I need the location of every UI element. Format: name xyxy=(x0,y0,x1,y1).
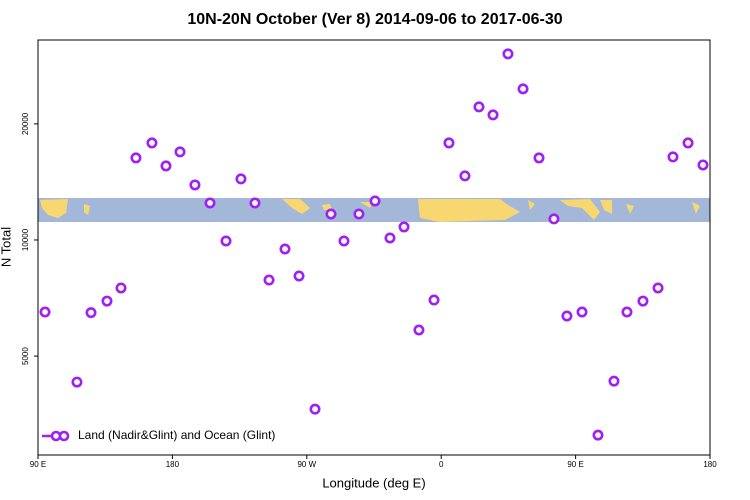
point xyxy=(353,208,365,220)
point xyxy=(621,306,633,318)
point xyxy=(652,282,664,294)
point xyxy=(189,179,201,191)
point xyxy=(697,159,709,171)
legend-marker xyxy=(58,430,70,442)
x-tick-label: 90 W xyxy=(297,460,316,469)
point xyxy=(502,48,514,60)
point xyxy=(667,151,679,163)
legend-label: Land (Nadir&Glint) and Ocean (Glint) xyxy=(78,428,275,442)
point xyxy=(517,83,529,95)
point xyxy=(293,270,305,282)
point xyxy=(115,282,127,294)
point xyxy=(487,109,499,121)
x-tick-label: 180 xyxy=(166,460,180,469)
y-tick-label: 20000 xyxy=(21,112,30,135)
point xyxy=(146,137,158,149)
point xyxy=(548,213,560,225)
point xyxy=(235,173,247,185)
point xyxy=(309,403,321,415)
point xyxy=(249,197,261,209)
x-tick-label: 0 xyxy=(439,460,444,469)
point xyxy=(71,376,83,388)
point xyxy=(101,295,113,307)
point xyxy=(608,375,620,387)
point xyxy=(682,137,694,149)
x-axis-label: Longitude (deg E) xyxy=(322,475,425,490)
point xyxy=(637,295,649,307)
y-axis-label: N Total xyxy=(0,227,13,267)
point xyxy=(85,307,97,319)
point xyxy=(39,306,51,318)
point xyxy=(220,235,232,247)
point xyxy=(459,170,471,182)
point xyxy=(561,310,573,322)
y-tick-label: 5000 xyxy=(21,347,30,365)
point xyxy=(369,195,381,207)
point xyxy=(384,232,396,244)
point xyxy=(428,294,440,306)
point xyxy=(576,306,588,318)
point xyxy=(443,137,455,149)
point xyxy=(592,429,604,441)
plot-frame xyxy=(37,39,711,456)
point xyxy=(130,152,142,164)
point xyxy=(398,221,410,233)
x-tick-label: 90 E xyxy=(30,460,46,469)
point xyxy=(533,152,545,164)
point xyxy=(174,146,186,158)
point xyxy=(160,160,172,172)
point xyxy=(413,324,425,336)
y-tick-label: 10000 xyxy=(21,228,30,251)
point xyxy=(338,235,350,247)
x-tick-label: 90 E xyxy=(567,460,583,469)
point xyxy=(473,101,485,113)
point xyxy=(279,243,291,255)
point xyxy=(204,197,216,209)
point xyxy=(325,208,337,220)
point xyxy=(263,274,275,286)
chart-title: 10N-20N October (Ver 8) 2014-09-06 to 20… xyxy=(187,11,562,28)
x-tick-label: 180 xyxy=(703,460,717,469)
